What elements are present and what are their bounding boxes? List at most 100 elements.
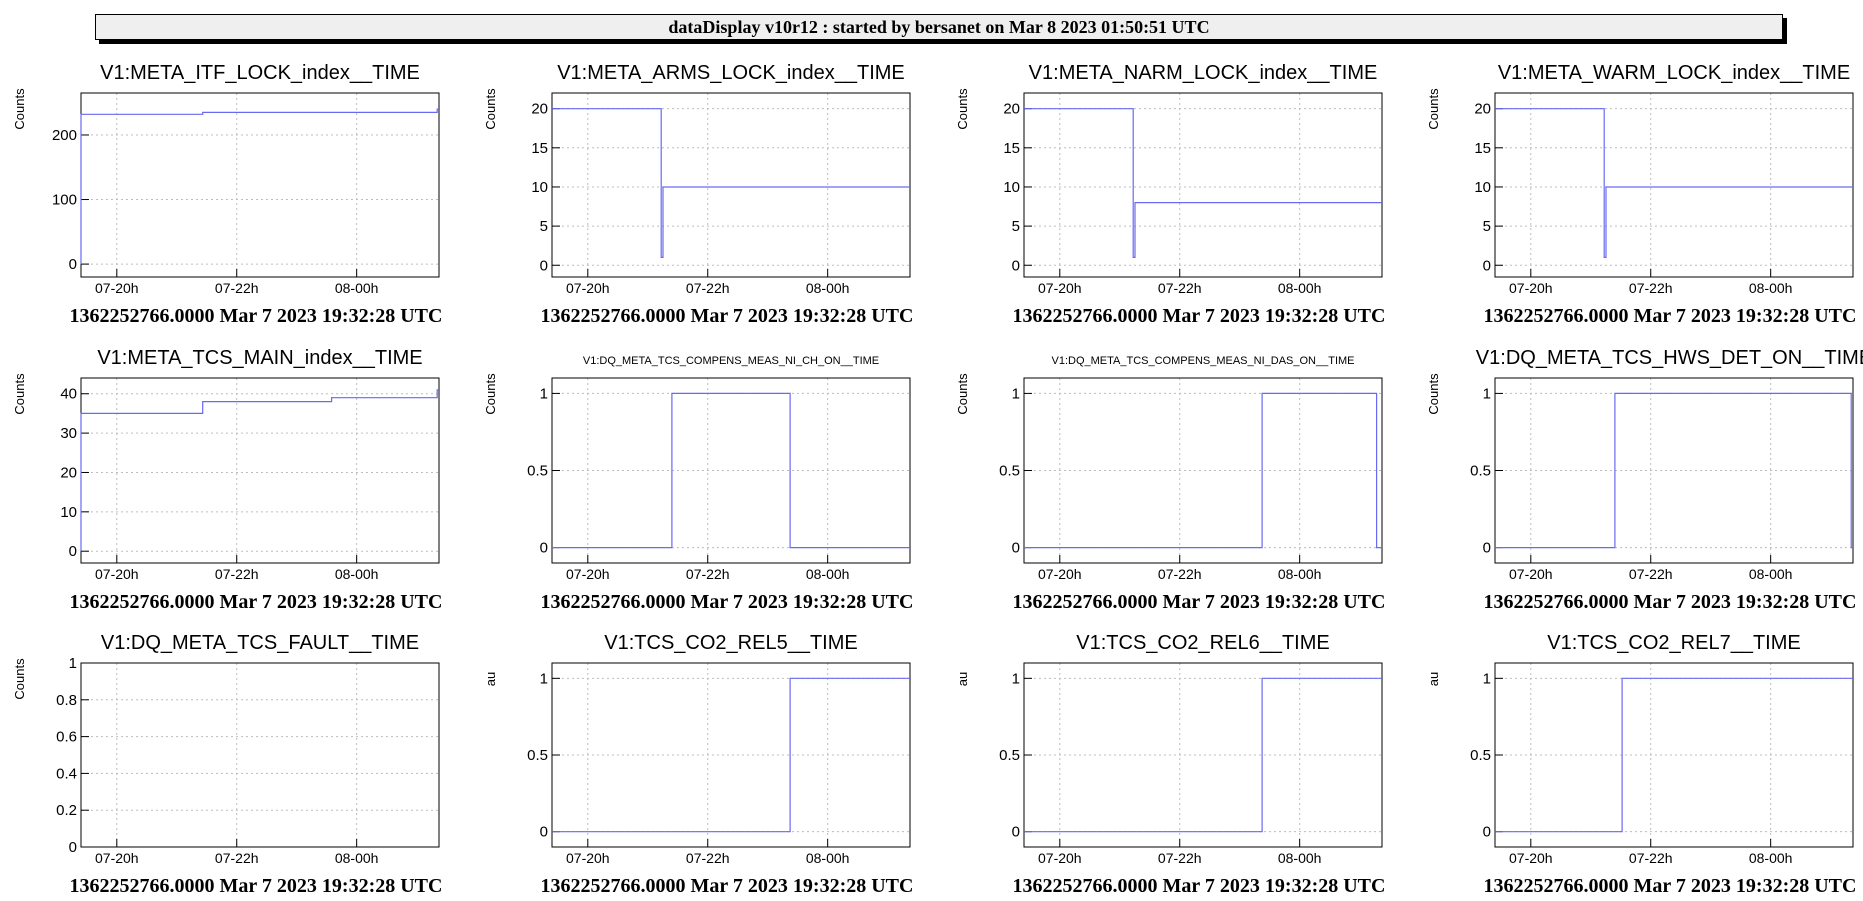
panel-9-ylabel: au [483,672,498,686]
panel-2-title: V1:META_NARM_LOCK_index__TIME [1029,62,1378,84]
panel-6-series-line-0 [1024,392,1382,549]
panel-9-ytick-label-0: 0 [540,824,548,841]
panel-6-frame [1023,377,1383,564]
panel-0-footer-timestamp: 1362252766.0000 Mar 7 2023 19:32:28 UTC [70,305,443,327]
panel-9-title: V1:TCS_CO2_REL5__TIME [604,632,857,654]
panel-0-frame [80,92,440,278]
panel-10-footer-timestamp: 1362252766.0000 Mar 7 2023 19:32:28 UTC [1013,875,1386,897]
panel-11-ylabel: au [1426,672,1441,686]
panel-10-xtick-label-2: 08-00h [1278,850,1322,866]
panel-2-ytick-label-1: 5 [1012,218,1020,235]
panel-0-ytick-label-2: 200 [52,127,77,144]
panel-3-xtick-label-0: 07-20h [1509,280,1553,296]
panel-1-ytick-label-3: 15 [531,140,548,157]
panel-1-xtick-label-1: 07-22h [686,280,730,296]
banner-title: dataDisplay v10r12 : started by bersanet… [95,14,1783,40]
panel-9-ytick-label-1: 0.5 [527,747,548,764]
panel-1-xtick-label-0: 07-20h [566,280,610,296]
panel-4-series-line-0 [80,389,439,552]
panel-1-xtick-label-2: 08-00h [806,280,850,296]
panel-10-ytick-label-1: 0.5 [999,747,1020,764]
panel-8-title: V1:DQ_META_TCS_FAULT__TIME [101,632,419,654]
panel-3-ytick-label-2: 10 [1474,179,1491,196]
panel-10-xtick-label-0: 07-20h [1038,850,1082,866]
panel-8-ylabel: Counts [12,658,27,700]
panel-7-xtick-label-2: 08-00h [1749,566,1793,582]
panel-9-footer-timestamp: 1362252766.0000 Mar 7 2023 19:32:28 UTC [541,875,914,897]
panel-4-ytick-label-4: 40 [60,386,77,403]
panel-2-ytick-label-0: 0 [1012,257,1020,274]
panel-11-xtick-label-2: 08-00h [1749,850,1793,866]
panel-8-footer-timestamp: 1362252766.0000 Mar 7 2023 19:32:28 UTC [70,875,443,897]
panel-1-ytick-label-0: 0 [540,257,548,274]
panel-7-title: V1:DQ_META_TCS_HWS_DET_ON__TIME [1476,347,1863,369]
panel-6-xtick-label-2: 08-00h [1278,566,1322,582]
panel-1-ytick-label-2: 10 [531,179,548,196]
panel-11-ytick-label-2: 1 [1483,670,1491,687]
panel-0-ytick-label-1: 100 [52,192,77,209]
panel-4-xtick-label-0: 07-20h [95,566,139,582]
panel-10-ytick-label-0: 0 [1012,824,1020,841]
panel-7-series-line-0 [1495,392,1853,549]
panel-3-ytick-label-1: 5 [1483,218,1491,235]
panel-9-frame [551,662,911,848]
panel-2-ylabel: Counts [955,88,970,130]
panel-0-ylabel: Counts [12,88,27,130]
panel-0-xtick-label-0: 07-20h [95,280,139,296]
panel-11-xtick-label-1: 07-22h [1629,850,1673,866]
panel-11-xtick-label-0: 07-20h [1509,850,1553,866]
panel-9-xtick-label-2: 08-00h [806,850,850,866]
panel-5-ytick-label-2: 1 [540,385,548,402]
panel-11-footer-timestamp: 1362252766.0000 Mar 7 2023 19:32:28 UTC [1484,875,1857,897]
panel-10-ylabel: au [955,672,970,686]
panel-4-title: V1:META_TCS_MAIN_index__TIME [97,347,422,369]
panel-8-ytick-label-0: 0 [69,839,77,856]
panel-4-ytick-label-0: 0 [69,543,77,560]
panel-1-footer-timestamp: 1362252766.0000 Mar 7 2023 19:32:28 UTC [541,305,914,327]
panel-0-title: V1:META_ITF_LOCK_index__TIME [100,62,420,84]
panel-2-ytick-label-4: 20 [1003,101,1020,118]
panel-2-xtick-label-1: 07-22h [1158,280,1202,296]
panel-4-frame [80,377,440,564]
panel-5-ytick-label-0: 0 [540,540,548,557]
panel-7-xtick-label-1: 07-22h [1629,566,1673,582]
panel-7-frame [1494,377,1854,564]
panel-2-xtick-label-0: 07-20h [1038,280,1082,296]
panel-4-ytick-label-2: 20 [60,464,77,481]
panel-11-series-line-0 [1495,677,1853,833]
panel-10-frame [1023,662,1383,848]
panel-10-xtick-label-1: 07-22h [1158,850,1202,866]
panel-6-ytick-label-0: 0 [1012,540,1020,557]
panel-5-xtick-label-1: 07-22h [686,566,730,582]
panel-3-ytick-label-4: 20 [1474,101,1491,118]
panel-7-ytick-label-0: 0 [1483,540,1491,557]
panel-1-frame [551,92,911,278]
panel-6-ytick-label-1: 0.5 [999,463,1020,480]
panel-7-footer-timestamp: 1362252766.0000 Mar 7 2023 19:32:28 UTC [1484,591,1857,613]
panel-5-frame [551,377,911,564]
panel-3-footer-timestamp: 1362252766.0000 Mar 7 2023 19:32:28 UTC [1484,305,1857,327]
panel-4-ytick-label-3: 30 [60,425,77,442]
panel-0-series-line-0 [80,108,439,265]
panel-1-ylabel: Counts [483,88,498,130]
panel-2-footer-timestamp: 1362252766.0000 Mar 7 2023 19:32:28 UTC [1013,305,1386,327]
panel-5-title: V1:DQ_META_TCS_COMPENS_MEAS_NI_CH_ON__TI… [583,355,879,367]
panel-1-title: V1:META_ARMS_LOCK_index__TIME [557,62,905,84]
panel-6-ylabel: Counts [955,373,970,415]
panel-9-xtick-label-1: 07-22h [686,850,730,866]
panel-11-title: V1:TCS_CO2_REL7__TIME [1547,632,1800,654]
panel-8-ytick-label-3: 0.6 [56,729,77,746]
panel-8-frame [80,662,440,848]
panel-0-xtick-label-2: 08-00h [335,280,379,296]
panel-9-ytick-label-2: 1 [540,670,548,687]
panel-4-footer-timestamp: 1362252766.0000 Mar 7 2023 19:32:28 UTC [70,591,443,613]
panel-2-ytick-label-3: 15 [1003,140,1020,157]
panel-6-footer-timestamp: 1362252766.0000 Mar 7 2023 19:32:28 UTC [1013,591,1386,613]
panel-1-ytick-label-4: 20 [531,101,548,118]
panel-11-ytick-label-1: 0.5 [1470,747,1491,764]
panel-3-ytick-label-0: 0 [1483,257,1491,274]
panel-8-xtick-label-2: 08-00h [335,850,379,866]
panel-6-xtick-label-1: 07-22h [1158,566,1202,582]
panel-6-xtick-label-0: 07-20h [1038,566,1082,582]
